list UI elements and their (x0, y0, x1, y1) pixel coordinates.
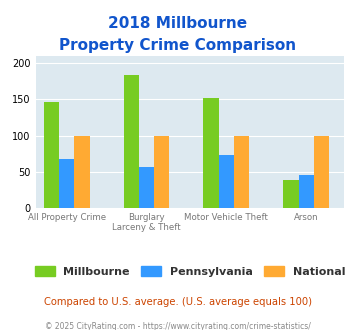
Bar (59, 159, 74, 208)
Bar (74, 136, 89, 208)
Bar (283, 181, 299, 208)
Bar (44, 102, 59, 208)
Bar (299, 175, 314, 208)
Bar (314, 136, 329, 208)
Bar (234, 136, 249, 208)
Bar (154, 136, 169, 208)
Text: 2018 Millbourne: 2018 Millbourne (108, 16, 247, 31)
Text: Property Crime Comparison: Property Crime Comparison (59, 38, 296, 53)
Bar (139, 167, 154, 208)
Bar (219, 155, 234, 208)
Bar (124, 75, 139, 208)
Text: Compared to U.S. average. (U.S. average equals 100): Compared to U.S. average. (U.S. average … (44, 297, 311, 307)
Legend: Millbourne, Pennsylvania, National: Millbourne, Pennsylvania, National (30, 262, 350, 282)
Bar (203, 98, 219, 208)
Text: © 2025 CityRating.com - https://www.cityrating.com/crime-statistics/: © 2025 CityRating.com - https://www.city… (45, 322, 310, 330)
